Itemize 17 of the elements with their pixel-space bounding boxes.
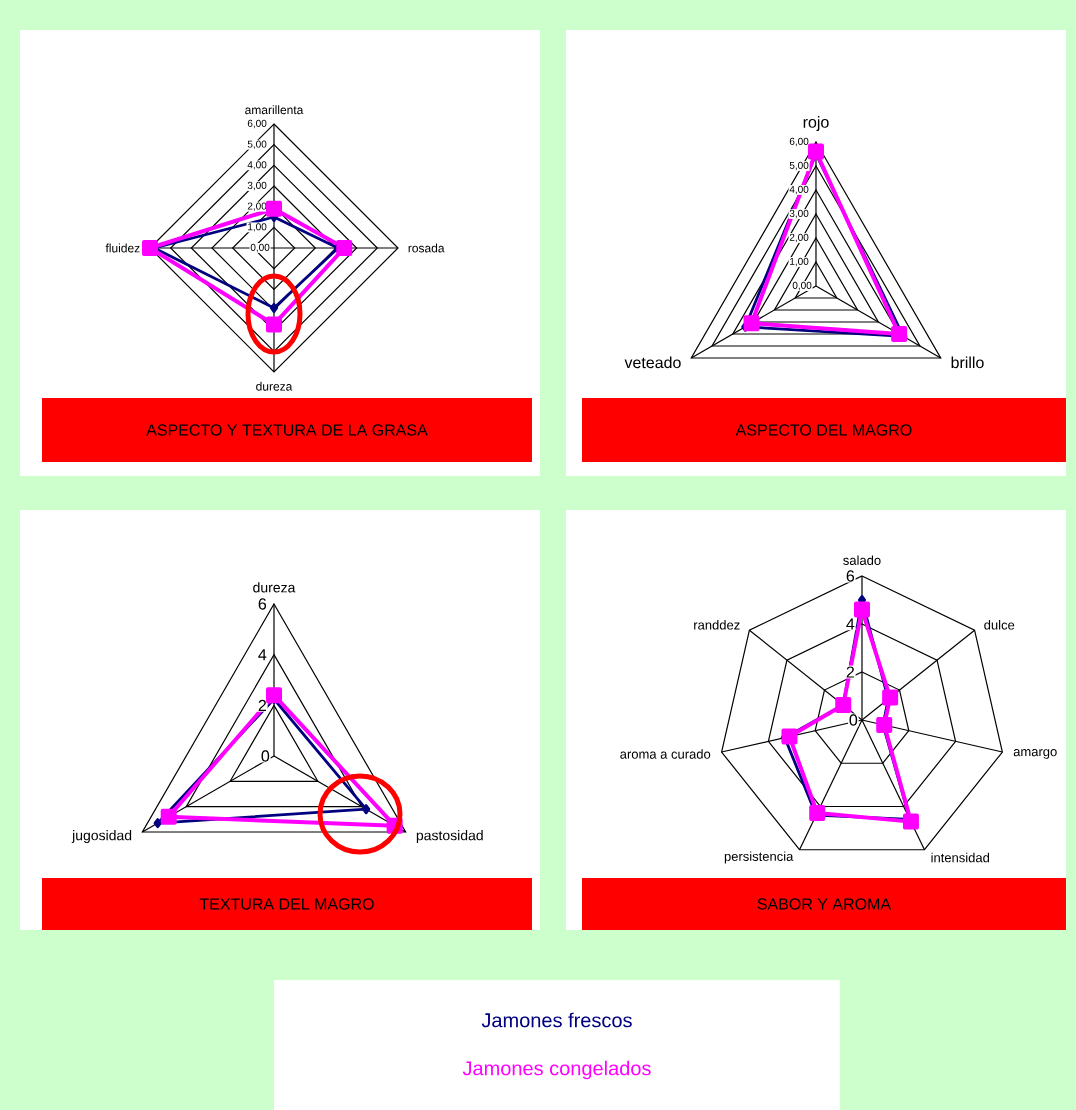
y-tick-label: 6 xyxy=(258,598,267,610)
spoke-label: brillo xyxy=(951,356,984,369)
y-tick-label: 0 xyxy=(261,750,270,762)
y-tick-label: 4 xyxy=(846,618,855,630)
y-tick-label: 2 xyxy=(258,699,266,711)
y-tick-label: 6 xyxy=(846,570,855,582)
text: ASPECTO Y TEXTURA DE LA GRASA xyxy=(146,424,428,436)
text: TEXTURA DEL MAGRO xyxy=(199,898,374,910)
spoke-label: veteado xyxy=(624,356,681,369)
y-tick-label: 0 xyxy=(849,714,858,726)
text: Jamones frescos xyxy=(481,1012,632,1028)
y-tick-label: 2 xyxy=(846,666,854,678)
text: Jamones congelados xyxy=(462,1060,651,1080)
text: ASPECTO DEL MAGRO xyxy=(735,424,912,436)
spoke-label: rojo xyxy=(803,116,829,131)
y-tick-label: 4 xyxy=(258,649,267,661)
text: SABOR Y AROMA xyxy=(757,898,892,910)
